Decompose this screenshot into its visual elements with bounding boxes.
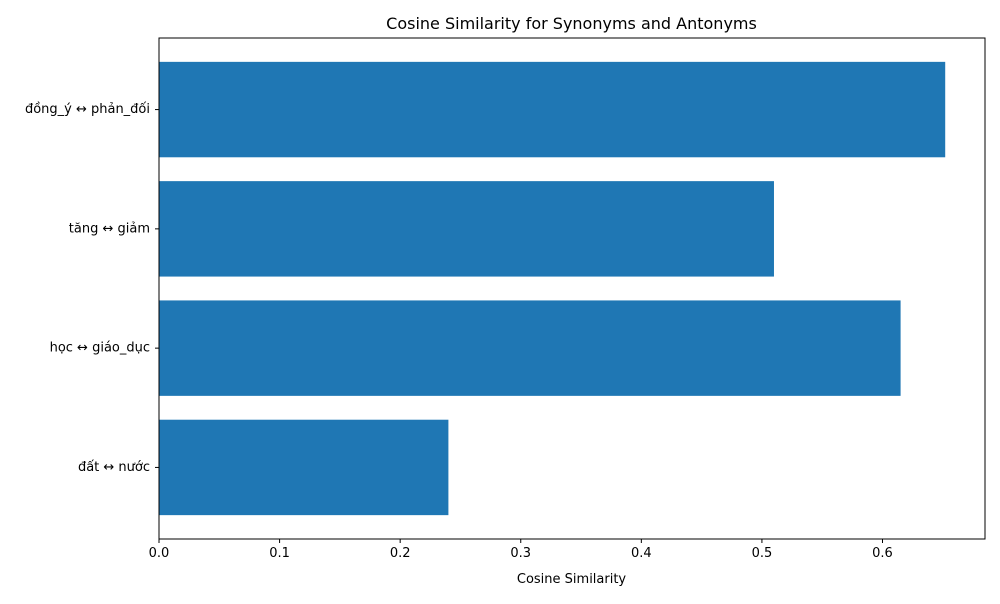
bar-2 [159,181,774,277]
y-tick-label: tăng ↔ giảm [69,221,150,236]
x-tick-label: 0.1 [269,546,290,561]
chart-title: Cosine Similarity for Synonyms and Anton… [386,14,757,33]
x-axis-ticks: 0.0 0.1 0.2 0.3 0.4 0.5 0.6 [149,539,893,561]
y-tick-label: đồng_ý ↔ phản_đối [25,102,150,117]
plot-frame [158,37,986,540]
y-axis-ticks: đồng_ý ↔ phản_đối tăng ↔ giảm học ↔ giáo_d… [25,102,159,475]
x-tick-label: 0.6 [872,546,893,561]
x-tick-label: 0.4 [631,546,652,561]
y-tick-label: đất ↔ nước [78,460,150,475]
bar-3 [159,300,901,396]
bar-4 [159,419,449,516]
x-axis-label: Cosine Similarity [517,572,627,587]
bar-1 [159,61,946,158]
x-tick-label: 0.0 [149,546,170,561]
x-tick-label: 0.2 [390,546,411,561]
x-tick-label: 0.5 [752,546,773,561]
y-tick-label: học ↔ giáo_dục [50,341,150,356]
bars-group [159,61,946,516]
x-tick-label: 0.3 [510,546,531,561]
